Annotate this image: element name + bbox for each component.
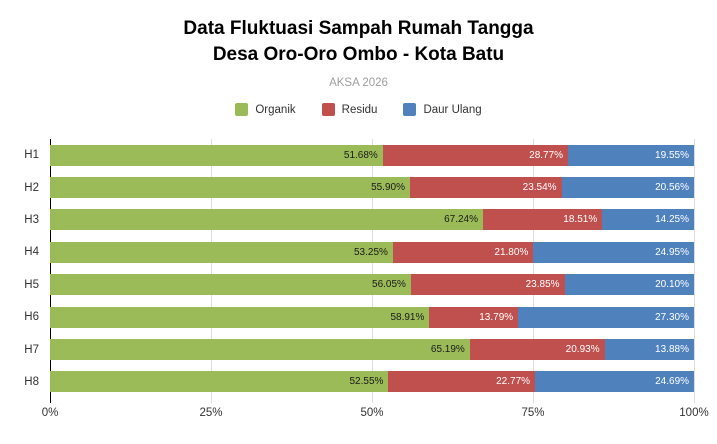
segment-value-label: 24.95% (655, 246, 689, 258)
chart-row-h3: H3 67.24% 18.51% 14.25% (0, 204, 717, 236)
bar-segment-daur-ulang-h1: 19.55% (568, 144, 694, 166)
segment-value-label: 56.05% (372, 279, 406, 291)
category-label-h7: H7 (24, 343, 39, 356)
chart-row-h2: H2 55.90% 23.54% 20.56% (0, 171, 717, 203)
x-axis: 0% 25% 50% 75% 100% (42, 407, 709, 423)
segment-value-label: 65.19% (430, 344, 465, 356)
segment-value-label: 67.24% (444, 214, 479, 226)
x-tick-label-75: 75% (521, 407, 545, 420)
chart-row-h7: H7 65.19% 20.93% 13.88% (0, 333, 717, 365)
segment-value-label: 24.69% (655, 376, 690, 388)
bar-track-h3: 67.24% 18.51% 14.25% (50, 209, 694, 231)
bar-segment-organik-h3: 67.24% (50, 209, 484, 231)
category-label-h8: H8 (24, 375, 39, 388)
chart-row-h1: H1 51.68% 28.77% 19.55% (0, 139, 717, 171)
bar-track-h5: 56.05% 23.85% 20.10% (50, 274, 694, 296)
segment-value-label: 22.77% (496, 376, 531, 388)
segment-value-label: 13.79% (479, 311, 514, 323)
bar-segment-residu-h1: 28.77% (382, 144, 569, 166)
segment-value-label: 23.54% (522, 182, 557, 194)
legend-label-daur-ulang: Daur Ulang (423, 103, 482, 116)
bar-segment-organik-h6: 58.91% (50, 306, 430, 328)
segment-value-label: 21.80% (494, 246, 529, 258)
bar-segment-residu-h6: 13.79% (429, 306, 519, 328)
segment-value-label: 53.25% (354, 246, 388, 258)
chart-row-h4: H4 53.25% 21.80% 24.95% (0, 236, 717, 268)
category-label-h5: H5 (24, 278, 39, 291)
chart-title-line2: Desa Oro-Oro Ombo - Kota Batu (212, 44, 505, 65)
x-tick-label-0: 0% (41, 407, 59, 420)
bar-segment-daur-ulang-h4: 24.95% (533, 241, 694, 263)
legend-label-residu: Residu (341, 103, 378, 116)
bar-segment-daur-ulang-h5: 20.10% (564, 274, 694, 296)
bar-segment-organik-h2: 55.90% (50, 177, 410, 199)
chart-title-line1: Data Fluktuasi Sampah Rumah Tangga (183, 18, 534, 39)
segment-value-label: 28.77% (529, 149, 564, 161)
chart-row-h6: H6 58.91% 13.79% 27.30% (0, 301, 717, 333)
bar-segment-daur-ulang-h7: 13.88% (604, 339, 694, 361)
segment-value-label: 20.93% (565, 344, 600, 356)
legend: Organik Residu Daur Ulang (0, 103, 717, 116)
bar-track-h4: 53.25% 21.80% 24.95% (50, 241, 694, 263)
legend-item-residu: Residu (321, 103, 378, 116)
category-label-h1: H1 (24, 149, 39, 162)
legend-item-daur-ulang: Daur Ulang (403, 103, 482, 116)
bar-segment-daur-ulang-h6: 27.30% (518, 306, 694, 328)
bar-segment-organik-h1: 51.68% (50, 144, 383, 166)
segment-value-label: 20.10% (655, 279, 689, 291)
plot-area: H1 51.68% 28.77% 19.55% H2 55.90% 23.54% 20.56%… (0, 139, 717, 423)
bar-segment-residu-h8: 22.77% (388, 371, 536, 393)
x-tick-label-50: 50% (360, 407, 384, 420)
organik-swatch-icon (235, 103, 249, 116)
bar-segment-daur-ulang-h2: 20.56% (561, 177, 694, 199)
bar-segment-organik-h7: 65.19% (50, 339, 470, 361)
chart-rows: H1 51.68% 28.77% 19.55% H2 55.90% 23.54% 20.56%… (0, 139, 717, 398)
segment-value-label: 19.55% (655, 149, 689, 161)
bar-segment-residu-h3: 18.51% (483, 209, 603, 231)
bar-segment-organik-h4: 53.25% (50, 241, 393, 263)
category-label-h2: H2 (24, 181, 39, 194)
bar-track-h8: 52.55% 22.77% 24.69% (50, 371, 694, 393)
bar-segment-residu-h2: 23.54% (409, 177, 562, 199)
bar-track-h2: 55.90% 23.54% 20.56% (50, 177, 694, 199)
x-tick-label-25: 25% (199, 407, 223, 420)
segment-value-label: 58.91% (390, 311, 425, 323)
bar-track-h6: 58.91% 13.79% 27.30% (50, 306, 694, 328)
segment-value-label: 51.68% (343, 149, 378, 161)
chart-title: Data Fluktuasi Sampah Rumah Tangga Desa O… (0, 16, 717, 68)
legend-item-organik: Organik (235, 103, 296, 116)
residu-swatch-icon (321, 103, 335, 116)
x-tick-label-100: 100% (679, 407, 709, 420)
daur-ulang-swatch-icon (403, 103, 417, 116)
category-label-h6: H6 (24, 311, 39, 324)
segment-value-label: 13.88% (655, 344, 689, 356)
bar-segment-residu-h4: 21.80% (392, 241, 534, 263)
segment-value-label: 14.25% (655, 214, 689, 226)
bar-segment-daur-ulang-h8: 24.69% (535, 371, 694, 393)
legend-label-organik: Organik (255, 103, 296, 116)
chart-row-h8: H8 52.55% 22.77% 24.69% (0, 366, 717, 398)
segment-value-label: 27.30% (655, 311, 689, 323)
bar-track-h1: 51.68% 28.77% 19.55% (50, 144, 694, 166)
bar-segment-residu-h5: 23.85% (410, 274, 565, 296)
segment-value-label: 20.56% (655, 182, 689, 194)
chart-row-h5: H5 56.05% 23.85% 20.10% (0, 269, 717, 301)
chart-subtitle: AKSA 2026 (329, 77, 388, 89)
category-label-h3: H3 (24, 213, 39, 226)
segment-value-label: 52.55% (349, 376, 384, 388)
segment-value-label: 23.85% (525, 279, 560, 291)
segment-value-label: 55.90% (371, 182, 405, 194)
bar-track-h7: 65.19% 20.93% 13.88% (50, 339, 694, 361)
bar-segment-organik-h5: 56.05% (50, 274, 411, 296)
segment-value-label: 18.51% (563, 214, 598, 226)
bar-segment-daur-ulang-h3: 14.25% (602, 209, 694, 231)
bar-segment-residu-h7: 20.93% (469, 339, 605, 361)
category-label-h4: H4 (24, 246, 39, 259)
bar-segment-organik-h8: 52.55% (50, 371, 389, 393)
